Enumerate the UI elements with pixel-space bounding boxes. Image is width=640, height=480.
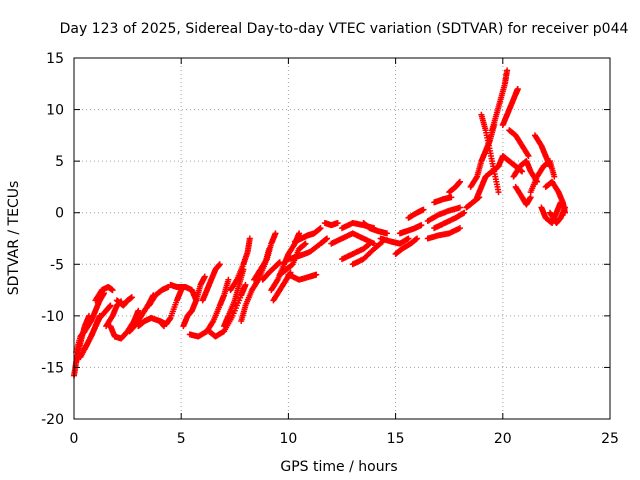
data-point (561, 204, 568, 211)
y-axis-title: SDTVAR / TECUs (6, 181, 22, 296)
data-point (323, 235, 330, 242)
axis-ticks (73, 57, 611, 420)
data-point (225, 276, 232, 283)
chart-title: Day 123 of 2025, Sidereal Day-to-day VTE… (60, 21, 629, 37)
data-point (420, 206, 427, 213)
data-point (201, 273, 208, 280)
y-tick-label: 15 (46, 51, 64, 67)
y-tick-label: 10 (46, 103, 64, 119)
data-point (287, 269, 294, 276)
data-point (527, 194, 534, 201)
data-point (313, 271, 320, 278)
data-point (414, 235, 421, 242)
data-point (514, 85, 521, 92)
x-tick-label: 0 (70, 431, 79, 447)
x-tick-label: 20 (494, 431, 512, 447)
x-tick-label: 10 (279, 431, 297, 447)
data-point (334, 220, 341, 227)
y-tick-label: -5 (50, 257, 64, 273)
data-point (418, 222, 425, 229)
y-tick-label: 0 (55, 206, 64, 222)
data-point (461, 209, 468, 216)
data-point (128, 294, 135, 301)
data-point (456, 204, 463, 211)
data-point (456, 225, 463, 232)
data-point (495, 189, 502, 196)
data-point (456, 178, 463, 185)
x-tick-label: 15 (387, 431, 405, 447)
data-point (302, 240, 309, 247)
data-point (519, 168, 526, 175)
y-tick-label: -10 (41, 309, 64, 325)
x-tick-labels: 0 5 10 15 20 25 (70, 431, 619, 447)
y-tick-label: -15 (41, 360, 64, 376)
data-point (216, 261, 223, 268)
data-point (366, 240, 373, 247)
y-tick-label: 5 (55, 154, 64, 170)
x-tick-label: 5 (177, 431, 186, 447)
data-point (135, 307, 142, 314)
data-point (246, 235, 253, 242)
x-tick-label: 25 (601, 431, 619, 447)
y-tick-label: -20 (41, 412, 64, 428)
data-point (272, 230, 279, 237)
data-point (317, 225, 324, 232)
plot-frame (73, 57, 611, 420)
data-point (384, 230, 391, 237)
data-point (405, 235, 412, 242)
data-point (107, 302, 114, 309)
data-point (551, 173, 558, 180)
data-point (96, 312, 103, 319)
x-axis-title: GPS time / hours (280, 459, 397, 475)
data-point (448, 194, 455, 201)
data-point (504, 67, 511, 74)
data-point (525, 152, 532, 159)
data-point (242, 281, 249, 288)
y-tick-labels: -20 -15 -10 -5 0 5 10 15 (41, 51, 64, 428)
data-point (109, 287, 116, 294)
data-point (276, 259, 283, 266)
data-points (71, 67, 568, 379)
data-point (296, 230, 303, 237)
